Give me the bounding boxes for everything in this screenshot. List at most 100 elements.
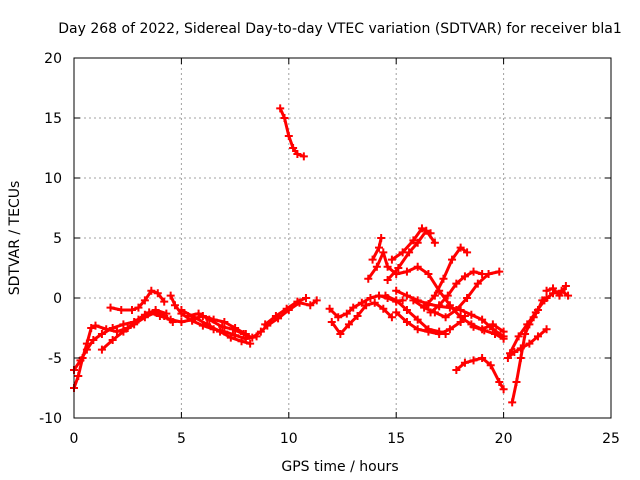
data-point bbox=[430, 291, 439, 300]
data-point bbox=[460, 272, 469, 281]
data-point bbox=[392, 296, 401, 305]
data-point bbox=[542, 286, 551, 295]
data-point bbox=[424, 270, 433, 278]
data-point bbox=[506, 349, 515, 358]
data-point bbox=[140, 313, 149, 322]
data-point bbox=[334, 313, 343, 322]
data-point bbox=[417, 224, 426, 233]
data-point bbox=[467, 310, 476, 319]
data-point bbox=[540, 296, 549, 305]
data-point bbox=[491, 330, 500, 338]
data-point bbox=[271, 312, 280, 320]
data-point bbox=[216, 327, 225, 336]
series-arc-1 bbox=[70, 308, 250, 392]
data-point bbox=[312, 296, 321, 305]
data-point bbox=[460, 312, 469, 320]
data-point bbox=[452, 279, 461, 288]
data-point bbox=[383, 276, 392, 284]
data-point bbox=[130, 320, 139, 329]
data-point bbox=[194, 309, 203, 318]
data-point bbox=[439, 274, 448, 283]
data-point bbox=[486, 361, 495, 370]
data-point bbox=[226, 333, 235, 342]
data-point bbox=[166, 291, 175, 300]
data-point bbox=[140, 296, 149, 305]
data-point bbox=[372, 262, 381, 271]
data-point bbox=[469, 322, 478, 331]
data-point bbox=[413, 238, 422, 247]
data-point bbox=[377, 234, 386, 242]
chart-title: Day 268 of 2022, Sidereal Day-to-day VTE… bbox=[58, 21, 621, 37]
data-point bbox=[387, 313, 396, 322]
data-point bbox=[119, 327, 128, 336]
y-tick-label: 0 bbox=[53, 291, 62, 307]
data-point bbox=[409, 296, 418, 305]
data-point bbox=[499, 385, 508, 394]
series-arc-6 bbox=[177, 306, 255, 348]
x-tick-label: 5 bbox=[177, 431, 186, 447]
data-point bbox=[435, 330, 444, 338]
data-point bbox=[445, 325, 454, 334]
data-point bbox=[387, 255, 396, 264]
data-point bbox=[564, 291, 573, 300]
data-point bbox=[435, 301, 444, 310]
data-point bbox=[452, 306, 461, 314]
data-point bbox=[366, 294, 375, 302]
data-point bbox=[237, 337, 246, 346]
series-arc-3 bbox=[97, 308, 177, 354]
data-point bbox=[299, 152, 308, 161]
data-point bbox=[246, 339, 255, 348]
series-arc-9 bbox=[276, 104, 308, 161]
data-point bbox=[301, 294, 310, 302]
data-point bbox=[521, 330, 530, 338]
data-point bbox=[76, 356, 85, 365]
series-line bbox=[394, 310, 467, 336]
data-point bbox=[512, 378, 521, 386]
data-point bbox=[160, 312, 169, 320]
data-point bbox=[117, 306, 126, 314]
data-point bbox=[394, 264, 403, 272]
data-point bbox=[531, 308, 540, 317]
x-tick-label: 0 bbox=[70, 431, 79, 447]
data-point bbox=[168, 318, 177, 326]
data-point bbox=[469, 267, 478, 276]
data-point bbox=[456, 243, 465, 252]
tick-layer: 0 5 10 15 20 25 -10 -5 0 5 10 15 20 bbox=[39, 51, 620, 447]
data-point bbox=[293, 297, 302, 306]
data-point bbox=[533, 332, 542, 341]
data-point bbox=[422, 301, 431, 310]
data-point bbox=[91, 321, 100, 330]
data-point bbox=[445, 303, 454, 312]
data-point bbox=[441, 313, 450, 322]
x-tick-label: 15 bbox=[387, 431, 405, 447]
data-point bbox=[402, 291, 411, 300]
data-point bbox=[89, 336, 98, 344]
data-point bbox=[220, 318, 229, 326]
data-point bbox=[456, 318, 465, 326]
series-arc-8 bbox=[261, 294, 310, 329]
data-point bbox=[430, 238, 439, 247]
series-arc-15 bbox=[387, 224, 435, 264]
data-point bbox=[413, 315, 422, 324]
data-point bbox=[203, 320, 212, 329]
series-arc-19 bbox=[392, 308, 469, 338]
series-arc-4 bbox=[106, 286, 169, 314]
data-point bbox=[375, 243, 384, 252]
data-point bbox=[342, 309, 351, 318]
data-point bbox=[469, 356, 478, 365]
data-point bbox=[542, 325, 551, 334]
series-layer bbox=[70, 104, 573, 407]
y-tick-label: 5 bbox=[53, 231, 62, 247]
data-point bbox=[402, 318, 411, 326]
grid-layer bbox=[74, 58, 611, 418]
data-point bbox=[460, 358, 469, 367]
data-point bbox=[261, 320, 270, 329]
data-point bbox=[325, 304, 334, 313]
x-axis-label: GPS time / hours bbox=[281, 459, 398, 475]
data-point bbox=[379, 248, 388, 257]
data-point bbox=[353, 312, 362, 320]
data-point bbox=[452, 366, 461, 374]
data-point bbox=[119, 320, 128, 329]
data-point bbox=[478, 354, 487, 362]
data-point bbox=[549, 284, 558, 293]
